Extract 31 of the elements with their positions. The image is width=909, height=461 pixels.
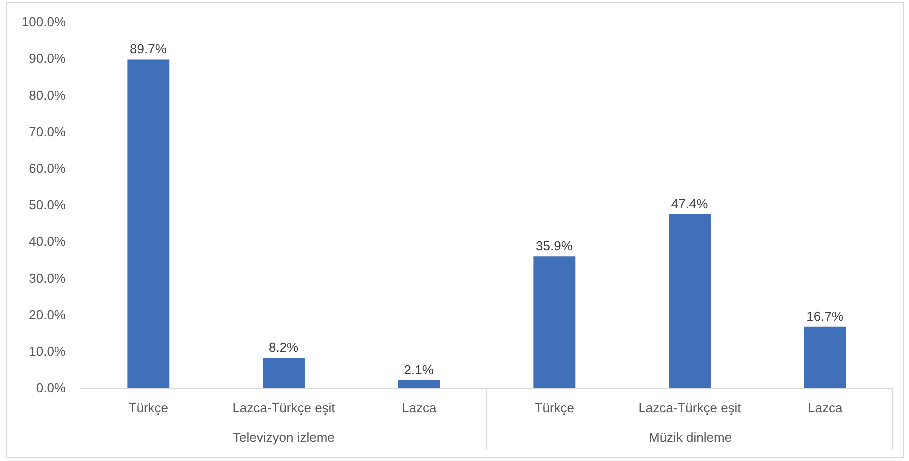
bar — [534, 256, 576, 388]
data-label: 47.4% — [671, 196, 709, 212]
y-tick-label: 40.0% — [29, 234, 66, 250]
bar — [398, 380, 440, 388]
text: Müzik dinleme — [649, 430, 732, 445]
bar — [804, 326, 846, 388]
y-tick-label: 0.0% — [36, 380, 66, 396]
text: Televizyon izleme — [233, 430, 335, 445]
x-tick-label: Türkçe — [128, 400, 169, 416]
data-label: 2.1% — [404, 362, 434, 378]
y-tick-label: 50.0% — [29, 198, 66, 213]
y-tick-label: 80.0% — [29, 88, 66, 103]
data-label: 8.2% — [268, 340, 300, 355]
x-tick-label: Lazca-Türkçe eşit — [638, 400, 742, 416]
y-tick-label: 10.0% — [29, 344, 66, 359]
data-label: 35.9% — [536, 238, 574, 254]
data-label: 16.7% — [806, 308, 844, 324]
bar — [128, 60, 170, 388]
x-tick-label: Lazca — [808, 400, 844, 416]
y-tick-label: 20.0% — [29, 307, 66, 322]
y-tick-label: 100.0% — [22, 14, 66, 30]
x-tick-label: Lazca-Türkçe eşit — [232, 400, 336, 416]
y-tick-label: 60.0% — [29, 160, 66, 176]
y-tick-label: 70.0% — [29, 124, 66, 140]
data-label: 89.7% — [130, 42, 168, 57]
bar — [669, 214, 711, 388]
bar — [263, 358, 305, 388]
y-tick-label: 30.0% — [29, 270, 66, 286]
x-tick-label: Türkçe — [534, 400, 575, 416]
y-tick-label: 90.0% — [29, 51, 66, 66]
x-tick-label: Lazca — [402, 400, 438, 416]
